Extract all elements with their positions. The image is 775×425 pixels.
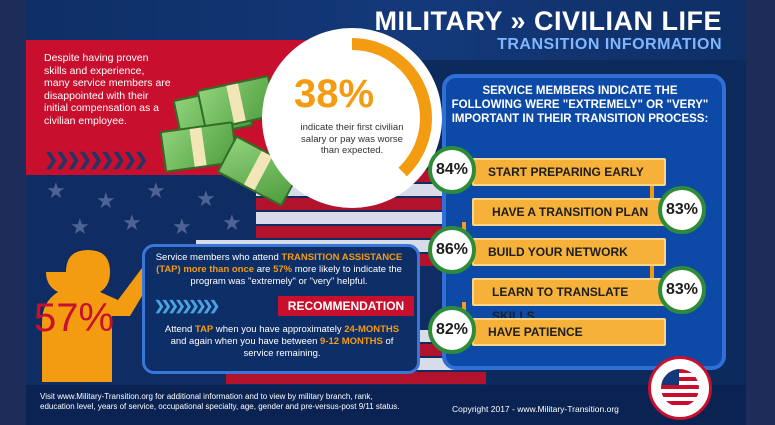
chevron-arrows-icon: ❯❯❯❯❯❯❯❯❯ (44, 150, 148, 169)
recommendation-text: Attend TAP when you have approximately 2… (164, 324, 400, 359)
salary-caption: indicate their first civilian salary or … (300, 122, 404, 156)
page-subtitle: TRANSITION INFORMATION (497, 36, 722, 53)
salary-intro: Despite having proven skills and experie… (44, 52, 171, 127)
recommendation-arrows-icon: ❯❯❯❯❯❯❯❯❯ (154, 298, 220, 313)
importance-item-value: 82% (428, 306, 476, 354)
connector-line (650, 182, 654, 212)
recommendation-badge: RECOMMENDATION (278, 296, 414, 316)
importance-item-label: LEARN TO TRANSLATE SKILLS (472, 278, 668, 323)
importance-item-label: START PREPARING EARLY (472, 158, 666, 186)
importance-item-value: 86% (428, 226, 476, 274)
importance-item-label: HAVE PATIENCE (472, 318, 666, 346)
saluting-soldier-icon (42, 250, 160, 382)
page-title: MILITARY » CIVILIAN LIFE (374, 6, 722, 36)
footer-info: Visit www.Military-Transition.org for ad… (40, 392, 400, 411)
veterans-heroes-seal-logo (648, 356, 712, 420)
copyright: Copyright 2017 - www.Military-Transition… (452, 404, 619, 414)
tap-percent: 57% (34, 296, 115, 340)
salary-donut-chart (262, 28, 442, 208)
tap-description: Service members who attend TRANSITION AS… (155, 252, 403, 287)
importance-item-label: HAVE A TRANSITION PLAN (472, 198, 668, 226)
infographic: MILITARY » CIVILIAN LIFE TRANSITION INFO… (26, 0, 746, 425)
importance-item-label: BUILD YOUR NETWORK (472, 238, 666, 266)
footer (26, 385, 746, 425)
importance-header: SERVICE MEMBERS INDICATE THE FOLLOWING W… (451, 85, 709, 125)
importance-item-value: 83% (658, 186, 706, 234)
salary-percent: 38% (294, 72, 375, 116)
importance-item-value: 83% (658, 266, 706, 314)
importance-item-value: 84% (428, 146, 476, 194)
connector-line (650, 262, 654, 292)
